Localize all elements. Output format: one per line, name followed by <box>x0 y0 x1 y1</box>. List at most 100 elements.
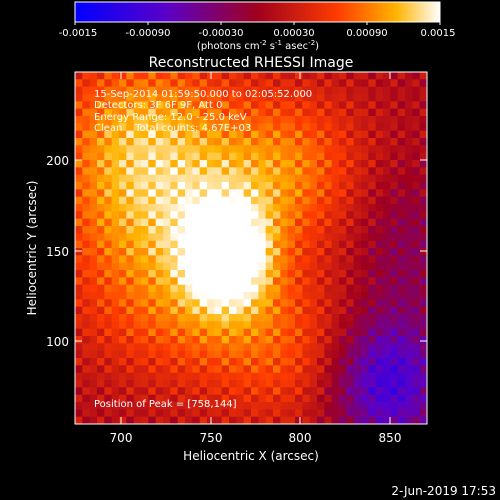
heatmap-cell <box>331 292 340 300</box>
heatmap-cell <box>280 204 289 212</box>
heatmap-cell <box>331 328 340 337</box>
heatmap-cell <box>390 402 399 410</box>
heatmap-cell <box>317 182 325 190</box>
heatmap-cell <box>368 189 377 198</box>
heatmap-cell <box>397 277 406 286</box>
heatmap-cell <box>177 365 186 374</box>
heatmap-cell <box>97 240 105 249</box>
heatmap-cell <box>163 394 171 403</box>
heatmap-cell <box>119 138 127 146</box>
heatmap-cell <box>287 306 296 315</box>
heatmap-cell <box>346 167 355 176</box>
heatmap-cell <box>170 328 179 337</box>
heatmap-cell <box>353 284 362 293</box>
heatmap-cell <box>295 138 303 146</box>
heatmap-cell <box>104 101 113 110</box>
heatmap-cell <box>126 255 135 264</box>
heatmap-cell <box>258 86 267 95</box>
heatmap-cell <box>192 255 201 264</box>
heatmap-cell <box>243 145 252 154</box>
heatmap-cell <box>148 160 157 168</box>
heatmap-cell <box>207 226 215 234</box>
heatmap-cell <box>368 248 377 256</box>
heatmap-cell <box>375 328 384 337</box>
heatmap-cell <box>104 233 113 242</box>
heatmap-cell <box>243 211 252 220</box>
heatmap-cell <box>236 101 245 110</box>
heatmap-cell <box>170 343 179 352</box>
heatmap-cell <box>177 196 186 205</box>
heatmap-cell <box>163 79 171 88</box>
heatmap-cell <box>383 358 391 366</box>
heatmap-cell <box>265 328 274 337</box>
heatmap-cell <box>163 402 171 410</box>
heatmap-cell <box>339 196 347 205</box>
heatmap-cell <box>397 138 406 146</box>
heatmap-cell <box>280 380 289 388</box>
heatmap-cell <box>361 94 369 102</box>
heatmap-cell <box>280 226 289 234</box>
heatmap-cell <box>126 108 135 117</box>
heatmap-cell <box>75 167 83 176</box>
heatmap-cell <box>258 277 267 286</box>
heatmap-cell <box>405 328 413 337</box>
heatmap-cell <box>405 79 413 88</box>
heatmap-cell <box>251 138 259 146</box>
heatmap-cell <box>243 299 252 308</box>
heatmap-cell <box>177 204 186 212</box>
heatmap-cell <box>258 189 267 198</box>
heatmap-cell <box>309 277 318 286</box>
heatmap-cell <box>229 314 237 322</box>
heatmap-cell <box>133 240 142 249</box>
heatmap-cell <box>339 277 347 286</box>
heatmap-cell <box>177 262 186 271</box>
heatmap-cell <box>221 262 230 271</box>
heatmap-cell <box>295 116 303 124</box>
heatmap-cell <box>199 174 208 183</box>
heatmap-cell <box>97 204 105 212</box>
heatmap-cell <box>419 116 427 124</box>
heatmap-cell <box>258 211 267 220</box>
heatmap-cell <box>111 189 120 198</box>
heatmap-cell <box>280 79 289 88</box>
heatmap-cell <box>295 240 303 249</box>
heatmap-cell <box>346 372 355 381</box>
heatmap-cell <box>89 130 98 139</box>
heatmap-cell <box>390 211 399 220</box>
heatmap-cell <box>243 365 252 374</box>
heatmap-cell <box>243 94 252 102</box>
heatmap-cell <box>419 365 427 374</box>
heatmap-cell <box>309 343 318 352</box>
heatmap-cell <box>397 380 406 388</box>
heatmap-cell <box>251 160 259 168</box>
heatmap-cell <box>141 174 149 183</box>
heatmap-cell <box>148 358 157 366</box>
heatmap-cell <box>170 86 179 95</box>
heatmap-cell <box>207 270 215 278</box>
heatmap-cell <box>353 336 362 344</box>
heatmap-cell <box>302 314 311 322</box>
heatmap-cell <box>265 270 274 278</box>
heatmap-cell <box>331 394 340 403</box>
heatmap-cell <box>104 182 113 190</box>
heatmap-cell <box>412 226 421 234</box>
heatmap-cell <box>155 94 164 102</box>
heatmap-cell <box>317 394 325 403</box>
heatmap-cell <box>207 372 215 381</box>
heatmap-cell <box>243 174 252 183</box>
heatmap-cell <box>375 284 384 293</box>
heatmap-cell <box>111 380 120 388</box>
heatmap-cell <box>148 94 157 102</box>
heatmap-cell <box>104 262 113 271</box>
heatmap-cell <box>361 350 369 359</box>
heatmap-cell <box>375 372 384 381</box>
heatmap-cell <box>368 277 377 286</box>
heatmap-cell <box>346 314 355 322</box>
heatmap-cell <box>368 306 377 315</box>
heatmap-cell <box>309 226 318 234</box>
heatmap-cell <box>207 108 215 117</box>
heatmap-cell <box>405 277 413 286</box>
heatmap-cell <box>148 255 157 264</box>
heatmap-cell <box>331 145 340 154</box>
heatmap-cell <box>273 240 281 249</box>
